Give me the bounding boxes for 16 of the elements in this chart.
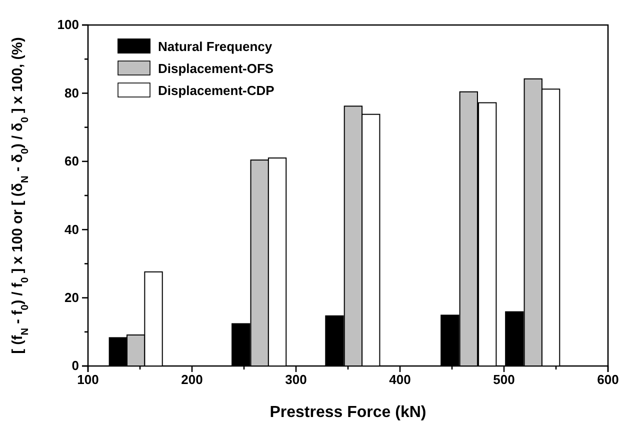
legend-label: Natural Frequency — [158, 39, 273, 54]
x-axis-title: Prestress Force (kN) — [270, 404, 426, 421]
x-tick-label: 600 — [597, 372, 619, 388]
legend-label: Displacement-CDP — [158, 83, 275, 98]
y-tick-label: 20 — [64, 290, 79, 305]
x-tick-label: 300 — [285, 372, 307, 388]
x-tick-label: 100 — [77, 372, 99, 388]
y-tick-label: 80 — [64, 85, 79, 100]
y-tick-label: 60 — [64, 154, 79, 169]
y-tick-label: 40 — [64, 222, 79, 237]
x-tick-label: 500 — [493, 372, 515, 388]
legend-label: Displacement-OFS — [158, 61, 274, 76]
y-tick-label: 0 — [72, 358, 79, 374]
y-tick-label: 100 — [57, 17, 79, 32]
x-tick-label: 200 — [181, 372, 203, 388]
x-tick-label: 400 — [389, 372, 411, 388]
